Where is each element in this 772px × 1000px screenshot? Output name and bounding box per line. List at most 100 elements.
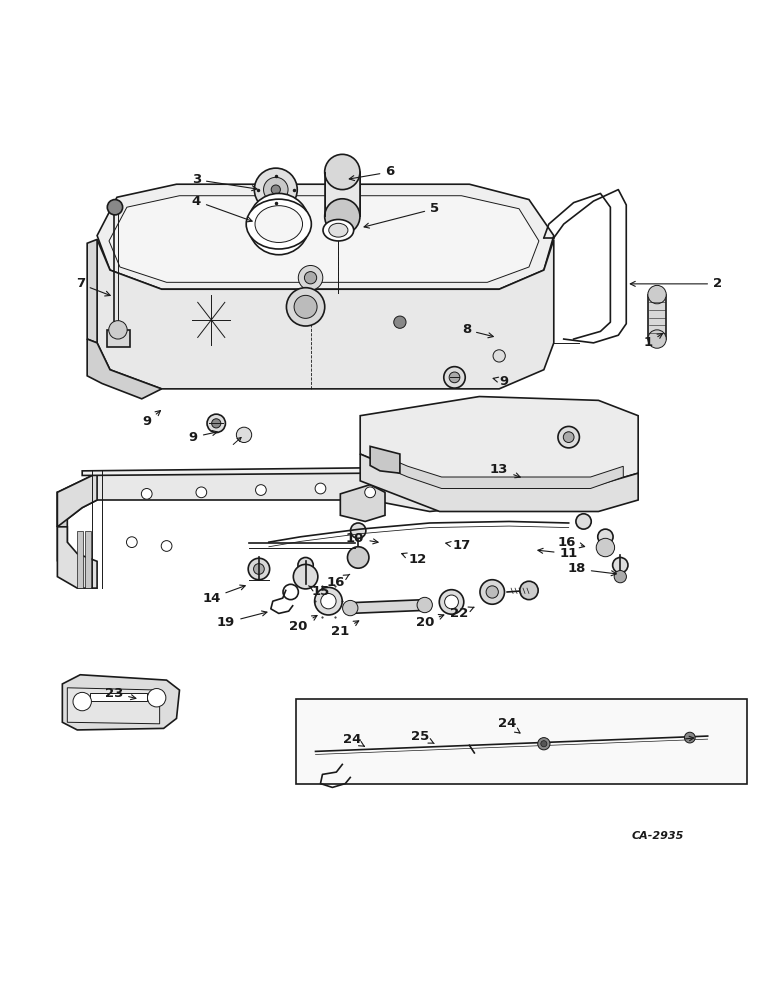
Polygon shape (370, 446, 400, 473)
Polygon shape (326, 172, 361, 216)
Circle shape (538, 738, 550, 750)
Circle shape (283, 584, 298, 600)
Circle shape (207, 414, 225, 433)
Circle shape (253, 564, 264, 574)
Ellipse shape (329, 223, 348, 237)
Circle shape (257, 203, 300, 246)
Circle shape (343, 600, 358, 616)
Circle shape (325, 199, 360, 234)
Polygon shape (57, 473, 97, 527)
Text: 6: 6 (349, 165, 394, 181)
Text: 1: 1 (644, 334, 662, 349)
Text: 24: 24 (343, 733, 364, 746)
Circle shape (161, 541, 172, 551)
Circle shape (449, 372, 460, 383)
Polygon shape (97, 184, 554, 289)
Circle shape (480, 580, 504, 604)
Text: 12: 12 (401, 553, 427, 566)
Circle shape (304, 272, 317, 284)
Circle shape (263, 177, 288, 202)
Polygon shape (361, 397, 638, 485)
Circle shape (648, 330, 666, 348)
Polygon shape (350, 600, 425, 613)
Circle shape (248, 193, 310, 255)
Polygon shape (361, 454, 638, 511)
Text: 19: 19 (217, 611, 267, 629)
Circle shape (248, 558, 269, 580)
Circle shape (127, 537, 137, 548)
Text: 3: 3 (191, 173, 257, 191)
Text: 10: 10 (346, 532, 378, 545)
Circle shape (364, 487, 375, 498)
Polygon shape (648, 295, 666, 339)
Circle shape (350, 523, 366, 538)
Text: 13: 13 (490, 463, 520, 478)
Circle shape (596, 538, 615, 557)
Circle shape (147, 689, 166, 707)
Text: 25: 25 (411, 730, 434, 743)
Circle shape (564, 432, 574, 443)
Text: 5: 5 (364, 202, 439, 228)
Circle shape (347, 547, 369, 568)
Text: 14: 14 (202, 585, 245, 605)
Circle shape (541, 741, 547, 747)
Circle shape (417, 597, 432, 613)
Circle shape (613, 557, 628, 573)
Circle shape (493, 350, 506, 362)
Polygon shape (85, 531, 91, 588)
Circle shape (445, 595, 459, 609)
Text: 11: 11 (538, 547, 577, 560)
Polygon shape (67, 688, 160, 724)
Polygon shape (97, 239, 554, 389)
Circle shape (298, 265, 323, 290)
Circle shape (315, 587, 342, 615)
Text: 23: 23 (105, 687, 136, 700)
Circle shape (256, 485, 266, 495)
Circle shape (598, 529, 613, 544)
Circle shape (107, 200, 123, 215)
Polygon shape (87, 239, 97, 343)
Circle shape (315, 483, 326, 494)
Polygon shape (77, 531, 83, 588)
Text: 15: 15 (309, 585, 330, 598)
Circle shape (325, 154, 360, 190)
Circle shape (576, 514, 591, 529)
Polygon shape (90, 693, 147, 701)
Circle shape (298, 557, 313, 573)
Circle shape (254, 168, 297, 211)
Text: 7: 7 (76, 277, 110, 296)
Polygon shape (107, 330, 130, 347)
Circle shape (294, 295, 317, 318)
Text: 9: 9 (142, 411, 161, 428)
Circle shape (558, 426, 580, 448)
Text: 8: 8 (462, 323, 493, 338)
Circle shape (685, 732, 695, 743)
Circle shape (486, 586, 499, 598)
Ellipse shape (255, 206, 303, 242)
Ellipse shape (323, 219, 354, 241)
Circle shape (444, 367, 466, 388)
Polygon shape (340, 485, 385, 521)
Text: 20: 20 (415, 614, 444, 629)
Circle shape (520, 581, 538, 600)
Circle shape (141, 489, 152, 499)
Circle shape (439, 590, 464, 614)
Circle shape (320, 594, 336, 609)
Polygon shape (109, 196, 539, 282)
Circle shape (271, 185, 280, 194)
Text: 4: 4 (191, 195, 252, 222)
Text: 9: 9 (493, 375, 509, 388)
Polygon shape (57, 492, 67, 561)
Text: 16: 16 (327, 574, 350, 589)
Polygon shape (57, 473, 469, 527)
Polygon shape (63, 675, 180, 730)
Text: 20: 20 (290, 615, 317, 633)
Circle shape (286, 288, 325, 326)
Circle shape (615, 571, 626, 583)
Circle shape (648, 285, 666, 304)
Text: 17: 17 (445, 539, 471, 552)
Text: 2: 2 (630, 277, 722, 290)
Circle shape (293, 564, 318, 589)
Text: 16: 16 (557, 536, 584, 549)
Text: CA-2935: CA-2935 (632, 831, 684, 841)
